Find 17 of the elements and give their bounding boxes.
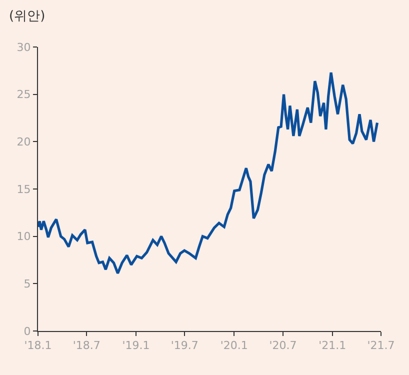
x-tick-label: '20.1 <box>220 339 248 352</box>
y-axis-title: (위안) <box>9 9 46 24</box>
x-tick-label: '18.7 <box>72 339 100 352</box>
x-tick-label: '18.1 <box>24 339 52 352</box>
x-tick-label: '19.1 <box>122 339 150 352</box>
line-series <box>38 71 379 275</box>
y-tick-label: 15 <box>16 182 31 196</box>
y-tick-label: 20 <box>16 136 31 149</box>
y-tick-label: 30 <box>16 40 31 54</box>
x-tick-label: '21.1 <box>318 339 346 352</box>
y-tick-label: 25 <box>16 88 31 102</box>
x-tick-label: '19.7 <box>170 339 198 352</box>
y-tick-label: 10 <box>16 230 31 244</box>
y-tick-label: 0 <box>24 324 31 338</box>
x-tick-label: '21.7 <box>367 339 395 352</box>
y-tick-label: 5 <box>24 278 31 291</box>
x-tick-label: '20.7 <box>269 339 297 352</box>
